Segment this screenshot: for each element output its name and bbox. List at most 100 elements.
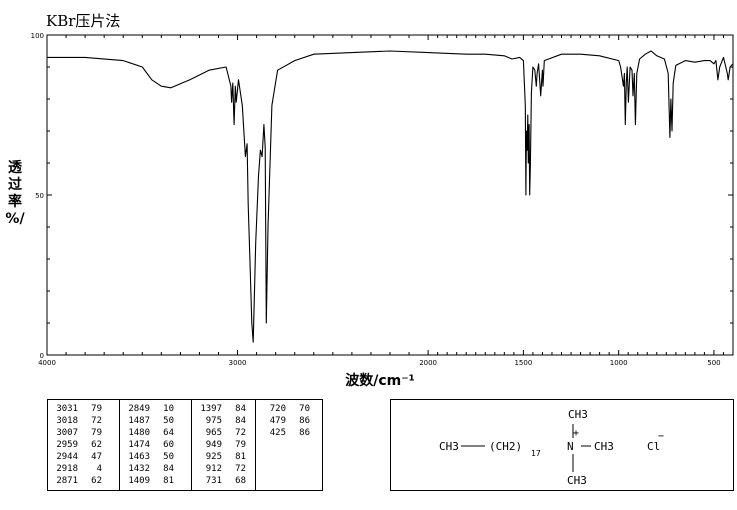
peak-wavenumber: 2959 [56,440,78,450]
peak-transmittance: 47 [91,452,102,462]
structure-negative-charge: − [658,431,665,442]
structure-chain-count: 17 [531,449,541,458]
peak-table-row: 975 84 [192,415,255,427]
peak-wavenumber: 2849 [128,404,150,414]
peak-wavenumber: 1474 [128,440,150,450]
structure-chloride: Cl [647,440,661,453]
peak-table-row: 925 81 [192,451,255,463]
peak-transmittance: 72 [235,464,246,474]
peak-table-row: 479 86 [256,415,322,427]
peak-table-column: 720 70 479 86 425 86 [255,400,322,490]
peak-table-row: 1480 64 [120,427,191,439]
peak-table-row: 1432 84 [120,463,191,475]
peak-wavenumber: 731 [205,476,222,486]
axis-ticks [46,34,734,356]
peak-wavenumber: 965 [205,428,222,438]
y-axis-label: 透 过 率 %/ [4,160,26,228]
x-tick-label: 2000 [419,359,437,367]
peak-wavenumber: 1432 [128,464,150,474]
structure-nitrogen: N [567,440,574,453]
peak-wavenumber: 912 [205,464,222,474]
peak-table-row: 949 79 [192,439,255,451]
peak-table-column: 1397 84 975 84 965 72 949 79 925 81 912 72 731 68 [191,400,255,490]
peak-transmittance: 84 [235,416,246,426]
peak-table-row: 3031 79 [48,403,119,415]
x-tick-label: 4000 [38,359,56,367]
peak-transmittance: 84 [235,404,246,414]
peak-table-row: 912 72 [192,463,255,475]
peak-table-row: 965 72 [192,427,255,439]
peak-wavenumber: 3031 [56,404,78,414]
plot-frame [46,34,734,356]
peak-wavenumber: 949 [205,440,222,450]
peak-table-row: 425 86 [256,427,322,439]
peak-transmittance: 62 [91,476,102,486]
peak-transmittance: 72 [235,428,246,438]
peak-transmittance: 79 [91,404,102,414]
x-tick-label: 1500 [514,359,532,367]
chart-title: KBr压片法 [46,12,121,30]
peak-transmittance: 4 [96,464,102,474]
peak-table-row: 1463 50 [120,451,191,463]
structure-chain: (CH2) [489,440,523,453]
structure-methyl-right: CH3 [594,440,614,453]
peak-wavenumber: 1409 [128,476,150,486]
peak-wavenumber: 925 [205,452,222,462]
peak-table-column: 2849 10 1487 50 1480 64 1474 60 1463 50 1432 84 1409… [119,400,191,490]
x-tick-label: 3000 [229,359,247,367]
peak-table-row: 720 70 [256,403,322,415]
structure-positive-charge: + [573,428,580,439]
peak-wavenumber: 1463 [128,452,150,462]
peak-transmittance: 84 [163,464,174,474]
peak-table-row: 1409 81 [120,475,191,487]
peak-transmittance: 68 [235,476,246,486]
peak-wavenumber: 479 [269,416,286,426]
ir-spectrum-chart: 4000 3000 2000 1500 1000 500 0 50 100 波数/cm⁻¹ [31,32,734,389]
peak-table-row: 3018 72 [48,415,119,427]
peak-table-row: 3007 79 [48,427,119,439]
structure-methyl-top: CH3 [568,408,588,421]
x-tick-label: 500 [707,359,720,367]
peak-transmittance: 70 [299,404,310,414]
peak-transmittance: 86 [299,428,310,438]
structure-methyl-bottom: CH3 [567,474,587,487]
peak-table-row: 1487 50 [120,415,191,427]
y-axis-label-char: 透 [8,160,22,176]
peak-wavenumber: 2871 [56,476,78,486]
peak-table-column: 3031 79 3018 72 3007 79 2959 62 2944 47 2918 4 2871 6… [48,400,119,490]
peak-wavenumber: 1397 [200,404,222,414]
peak-wavenumber: 2918 [56,464,78,474]
peak-table-row: 2944 47 [48,451,119,463]
peak-transmittance: 79 [235,440,246,450]
structure-methyl-left: CH3 [439,440,459,453]
peak-table-row: 2871 62 [48,475,119,487]
y-tick-label: 0 [40,352,44,360]
peak-table-row: 2959 62 [48,439,119,451]
spectrum-line [47,50,734,343]
peak-table-row: 731 68 [192,475,255,487]
peak-wavenumber: 1487 [128,416,150,426]
peak-wavenumber: 2944 [56,452,78,462]
peak-transmittance: 81 [163,476,174,486]
peak-table-row: 2849 10 [120,403,191,415]
y-axis-label-char: %/ [5,211,25,227]
peak-wavenumber: 3007 [56,428,78,438]
peak-transmittance: 50 [163,452,174,462]
peak-transmittance: 64 [163,428,174,438]
chemical-structure: CH3 CH3 (CH2) 17 N + CH3 CH3 Cl − [390,399,734,491]
y-axis-label-char: 过 [8,177,22,193]
peak-transmittance: 79 [91,428,102,438]
peak-wavenumber: 425 [269,428,286,438]
peak-transmittance: 81 [235,452,246,462]
peak-table-row: 1397 84 [192,403,255,415]
y-tick-label: 50 [35,192,44,200]
peak-wavenumber: 3018 [56,416,78,426]
peak-transmittance: 10 [163,404,174,414]
peak-table-row: 1474 60 [120,439,191,451]
structure-bonds [461,424,591,472]
peak-table-row: 2918 4 [48,463,119,475]
y-axis-label-char: 率 [8,194,22,210]
x-tick-label: 1000 [610,359,628,367]
y-tick-label: 100 [31,32,44,40]
peak-transmittance: 62 [91,440,102,450]
